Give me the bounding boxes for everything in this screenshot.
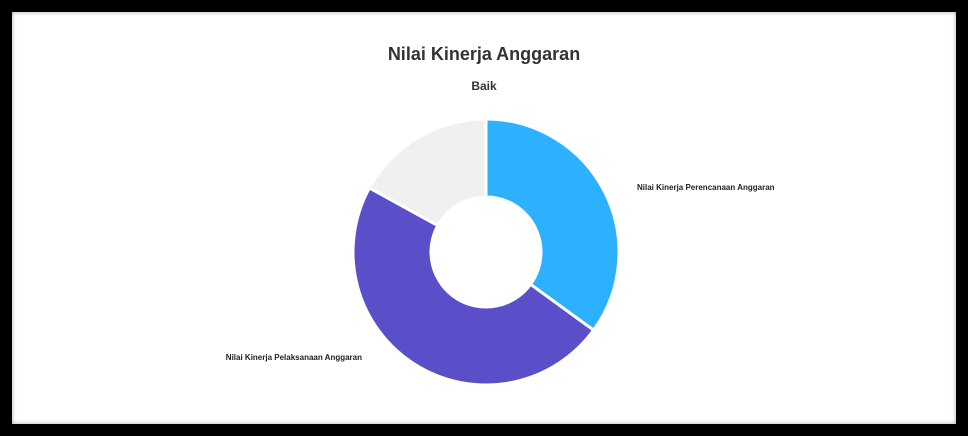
chart-title: Nilai Kinerja Anggaran [387, 44, 581, 64]
chart-subtitle: Baik [471, 79, 497, 93]
slice-label-1: Nilai Kinerja Perencanaan Anggaran [637, 183, 775, 192]
donut-slice-2[interactable] [351, 185, 596, 387]
donut-slice-3[interactable] [367, 117, 488, 228]
donut-slice-1[interactable] [484, 117, 621, 333]
slice-label-2: Nilai Kinerja Pelaksanaan Anggaran [226, 353, 362, 362]
